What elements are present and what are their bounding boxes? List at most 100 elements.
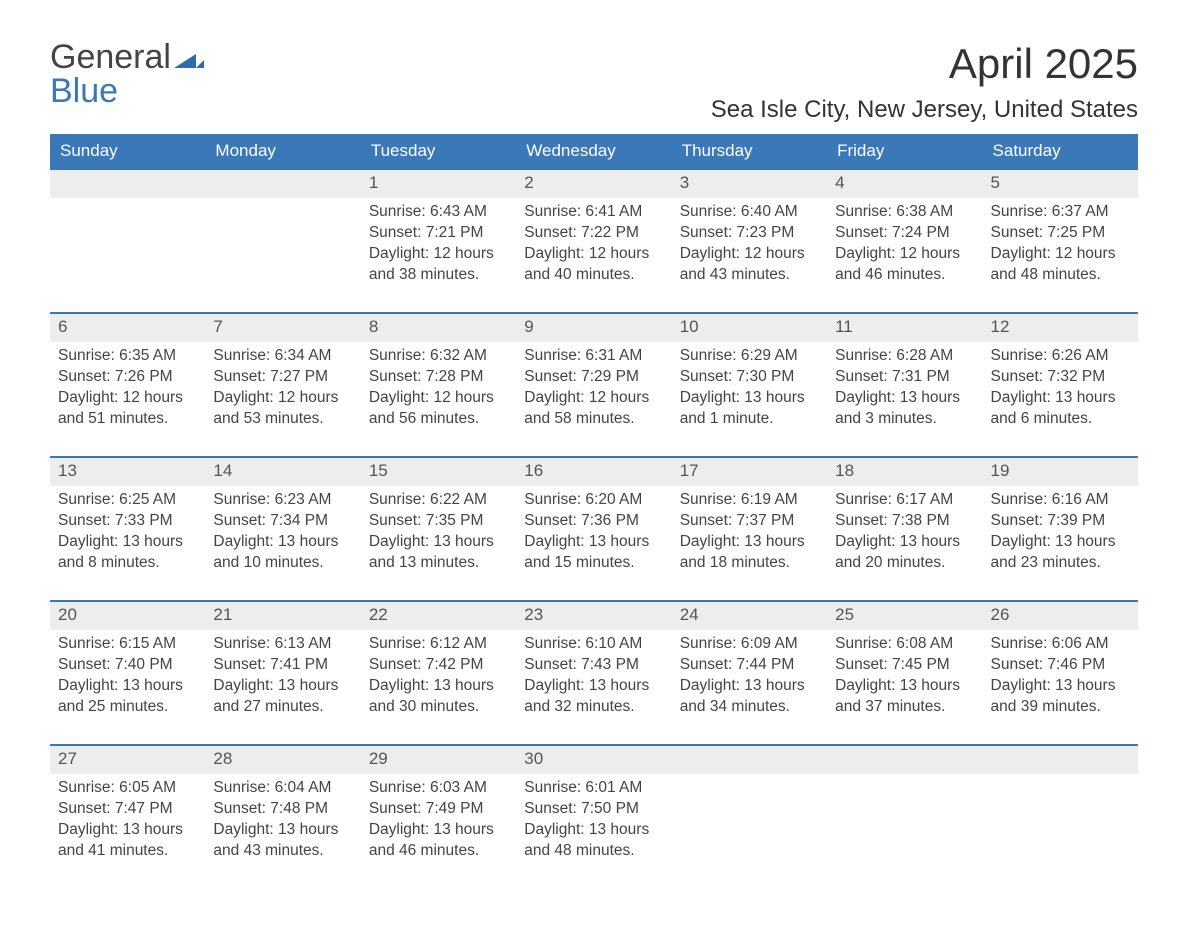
day-body: Sunrise: 6:35 AMSunset: 7:26 PMDaylight:… <box>50 342 205 456</box>
daylight-text-1: Daylight: 13 hours <box>835 532 974 553</box>
day-number <box>50 170 205 198</box>
calendar-day-cell: 20Sunrise: 6:15 AMSunset: 7:40 PMDayligh… <box>50 601 205 745</box>
weekday-header: Tuesday <box>361 134 516 169</box>
sunrise-text: Sunrise: 6:37 AM <box>991 202 1130 223</box>
sunrise-text: Sunrise: 6:28 AM <box>835 346 974 367</box>
calendar-body: 1Sunrise: 6:43 AMSunset: 7:21 PMDaylight… <box>50 169 1138 888</box>
calendar-day-cell: 14Sunrise: 6:23 AMSunset: 7:34 PMDayligh… <box>205 457 360 601</box>
sunrise-text: Sunrise: 6:29 AM <box>680 346 819 367</box>
day-number: 3 <box>672 170 827 198</box>
daylight-text-2: and 53 minutes. <box>213 409 352 430</box>
daylight-text-1: Daylight: 13 hours <box>213 532 352 553</box>
day-body: Sunrise: 6:10 AMSunset: 7:43 PMDaylight:… <box>516 630 671 744</box>
sunset-text: Sunset: 7:37 PM <box>680 511 819 532</box>
day-body: Sunrise: 6:38 AMSunset: 7:24 PMDaylight:… <box>827 198 982 312</box>
daylight-text-2: and 23 minutes. <box>991 553 1130 574</box>
daylight-text-2: and 43 minutes. <box>680 265 819 286</box>
daylight-text-1: Daylight: 13 hours <box>835 388 974 409</box>
daylight-text-2: and 48 minutes. <box>991 265 1130 286</box>
day-number: 29 <box>361 746 516 774</box>
weekday-header-row: SundayMondayTuesdayWednesdayThursdayFrid… <box>50 134 1138 169</box>
sunrise-text: Sunrise: 6:20 AM <box>524 490 663 511</box>
daylight-text-2: and 51 minutes. <box>58 409 197 430</box>
sunset-text: Sunset: 7:45 PM <box>835 655 974 676</box>
day-body: Sunrise: 6:05 AMSunset: 7:47 PMDaylight:… <box>50 774 205 888</box>
daylight-text-2: and 46 minutes. <box>835 265 974 286</box>
daylight-text-1: Daylight: 12 hours <box>524 244 663 265</box>
day-body: Sunrise: 6:31 AMSunset: 7:29 PMDaylight:… <box>516 342 671 456</box>
sunset-text: Sunset: 7:36 PM <box>524 511 663 532</box>
calendar-day-cell: 13Sunrise: 6:25 AMSunset: 7:33 PMDayligh… <box>50 457 205 601</box>
calendar-day-cell: 12Sunrise: 6:26 AMSunset: 7:32 PMDayligh… <box>983 313 1138 457</box>
day-body: Sunrise: 6:37 AMSunset: 7:25 PMDaylight:… <box>983 198 1138 312</box>
sunrise-text: Sunrise: 6:05 AM <box>58 778 197 799</box>
sunset-text: Sunset: 7:41 PM <box>213 655 352 676</box>
sunrise-text: Sunrise: 6:34 AM <box>213 346 352 367</box>
day-body: Sunrise: 6:32 AMSunset: 7:28 PMDaylight:… <box>361 342 516 456</box>
day-number: 28 <box>205 746 360 774</box>
day-body <box>983 774 1138 888</box>
calendar-day-cell: 7Sunrise: 6:34 AMSunset: 7:27 PMDaylight… <box>205 313 360 457</box>
sunset-text: Sunset: 7:34 PM <box>213 511 352 532</box>
day-number: 25 <box>827 602 982 630</box>
calendar-day-cell: 6Sunrise: 6:35 AMSunset: 7:26 PMDaylight… <box>50 313 205 457</box>
daylight-text-2: and 15 minutes. <box>524 553 663 574</box>
calendar-table: SundayMondayTuesdayWednesdayThursdayFrid… <box>50 134 1138 888</box>
daylight-text-2: and 10 minutes. <box>213 553 352 574</box>
weekday-header: Sunday <box>50 134 205 169</box>
calendar-day-cell <box>50 169 205 313</box>
day-body: Sunrise: 6:19 AMSunset: 7:37 PMDaylight:… <box>672 486 827 600</box>
sunrise-text: Sunrise: 6:04 AM <box>213 778 352 799</box>
day-number: 11 <box>827 314 982 342</box>
daylight-text-1: Daylight: 13 hours <box>524 676 663 697</box>
sunrise-text: Sunrise: 6:43 AM <box>369 202 508 223</box>
title-block: April 2025 Sea Isle City, New Jersey, Un… <box>711 40 1138 124</box>
sunset-text: Sunset: 7:22 PM <box>524 223 663 244</box>
calendar-week-row: 27Sunrise: 6:05 AMSunset: 7:47 PMDayligh… <box>50 745 1138 888</box>
day-number: 19 <box>983 458 1138 486</box>
daylight-text-2: and 6 minutes. <box>991 409 1130 430</box>
day-number: 23 <box>516 602 671 630</box>
day-body: Sunrise: 6:08 AMSunset: 7:45 PMDaylight:… <box>827 630 982 744</box>
sunset-text: Sunset: 7:46 PM <box>991 655 1130 676</box>
sunset-text: Sunset: 7:48 PM <box>213 799 352 820</box>
sunset-text: Sunset: 7:32 PM <box>991 367 1130 388</box>
day-body <box>672 774 827 888</box>
day-number: 15 <box>361 458 516 486</box>
day-number: 9 <box>516 314 671 342</box>
daylight-text-1: Daylight: 13 hours <box>213 820 352 841</box>
daylight-text-1: Daylight: 12 hours <box>524 388 663 409</box>
day-body <box>205 198 360 312</box>
day-number <box>827 746 982 774</box>
daylight-text-1: Daylight: 12 hours <box>213 388 352 409</box>
calendar-week-row: 1Sunrise: 6:43 AMSunset: 7:21 PMDaylight… <box>50 169 1138 313</box>
sunrise-text: Sunrise: 6:10 AM <box>524 634 663 655</box>
day-number: 6 <box>50 314 205 342</box>
daylight-text-1: Daylight: 12 hours <box>680 244 819 265</box>
calendar-day-cell <box>672 745 827 888</box>
calendar-week-row: 13Sunrise: 6:25 AMSunset: 7:33 PMDayligh… <box>50 457 1138 601</box>
day-number <box>672 746 827 774</box>
daylight-text-1: Daylight: 13 hours <box>991 676 1130 697</box>
daylight-text-2: and 34 minutes. <box>680 697 819 718</box>
weekday-header: Saturday <box>983 134 1138 169</box>
day-number: 4 <box>827 170 982 198</box>
calendar-day-cell: 25Sunrise: 6:08 AMSunset: 7:45 PMDayligh… <box>827 601 982 745</box>
sunset-text: Sunset: 7:23 PM <box>680 223 819 244</box>
daylight-text-2: and 8 minutes. <box>58 553 197 574</box>
day-number <box>205 170 360 198</box>
calendar-day-cell: 22Sunrise: 6:12 AMSunset: 7:42 PMDayligh… <box>361 601 516 745</box>
sunset-text: Sunset: 7:33 PM <box>58 511 197 532</box>
day-number: 1 <box>361 170 516 198</box>
daylight-text-1: Daylight: 13 hours <box>369 820 508 841</box>
calendar-day-cell: 3Sunrise: 6:40 AMSunset: 7:23 PMDaylight… <box>672 169 827 313</box>
calendar-day-cell: 24Sunrise: 6:09 AMSunset: 7:44 PMDayligh… <box>672 601 827 745</box>
logo-icon <box>174 44 204 78</box>
daylight-text-1: Daylight: 13 hours <box>213 676 352 697</box>
calendar-day-cell: 4Sunrise: 6:38 AMSunset: 7:24 PMDaylight… <box>827 169 982 313</box>
sunrise-text: Sunrise: 6:19 AM <box>680 490 819 511</box>
calendar-day-cell <box>827 745 982 888</box>
daylight-text-2: and 40 minutes. <box>524 265 663 286</box>
day-body: Sunrise: 6:34 AMSunset: 7:27 PMDaylight:… <box>205 342 360 456</box>
day-body: Sunrise: 6:28 AMSunset: 7:31 PMDaylight:… <box>827 342 982 456</box>
